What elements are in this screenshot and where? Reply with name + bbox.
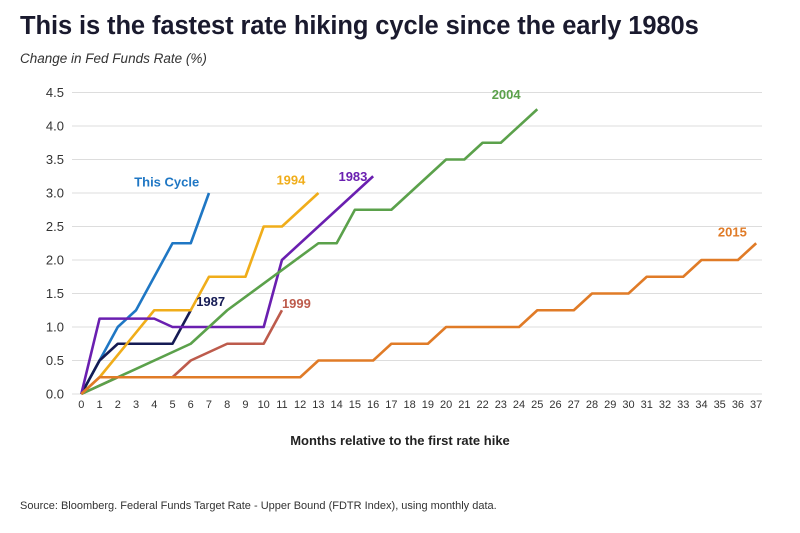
svg-text:33: 33	[677, 399, 689, 411]
svg-text:This Cycle: This Cycle	[134, 174, 199, 189]
svg-text:34: 34	[695, 399, 707, 411]
svg-text:2: 2	[115, 399, 121, 411]
svg-text:3: 3	[133, 399, 139, 411]
svg-text:2.5: 2.5	[46, 219, 64, 234]
svg-text:5: 5	[169, 399, 175, 411]
svg-text:28: 28	[586, 399, 598, 411]
svg-text:1999: 1999	[282, 296, 311, 311]
svg-text:3.5: 3.5	[46, 152, 64, 167]
svg-text:25: 25	[531, 399, 543, 411]
svg-text:1994: 1994	[276, 172, 306, 187]
svg-text:2015: 2015	[718, 225, 747, 240]
svg-text:1.5: 1.5	[46, 286, 64, 301]
svg-text:4.5: 4.5	[46, 85, 64, 100]
svg-text:7: 7	[206, 399, 212, 411]
svg-text:32: 32	[659, 399, 671, 411]
svg-text:29: 29	[604, 399, 616, 411]
svg-text:2.0: 2.0	[46, 253, 64, 268]
svg-text:1.0: 1.0	[46, 320, 64, 335]
svg-text:15: 15	[349, 399, 361, 411]
svg-text:6: 6	[188, 399, 194, 411]
svg-text:30: 30	[622, 399, 634, 411]
svg-text:1: 1	[96, 399, 102, 411]
svg-text:9: 9	[242, 399, 248, 411]
svg-text:0.0: 0.0	[46, 387, 64, 402]
svg-text:21: 21	[458, 399, 470, 411]
svg-text:24: 24	[513, 399, 525, 411]
svg-text:14: 14	[331, 399, 343, 411]
svg-text:10: 10	[258, 399, 270, 411]
svg-text:8: 8	[224, 399, 230, 411]
svg-text:36: 36	[732, 399, 744, 411]
svg-text:27: 27	[568, 399, 580, 411]
svg-text:2004: 2004	[492, 87, 522, 102]
svg-text:0: 0	[78, 399, 84, 411]
svg-text:12: 12	[294, 399, 306, 411]
svg-text:22: 22	[476, 399, 488, 411]
svg-text:4.0: 4.0	[46, 119, 64, 134]
svg-text:19: 19	[422, 399, 434, 411]
svg-text:37: 37	[750, 399, 762, 411]
svg-text:3.0: 3.0	[46, 186, 64, 201]
svg-text:1987: 1987	[196, 294, 225, 309]
svg-text:4: 4	[151, 399, 157, 411]
svg-text:23: 23	[495, 399, 507, 411]
svg-text:20: 20	[440, 399, 452, 411]
svg-text:1983: 1983	[338, 169, 367, 184]
svg-text:18: 18	[403, 399, 415, 411]
svg-text:13: 13	[312, 399, 324, 411]
svg-text:17: 17	[385, 399, 397, 411]
svg-text:31: 31	[641, 399, 653, 411]
svg-text:11: 11	[276, 399, 287, 411]
svg-text:35: 35	[714, 399, 726, 411]
svg-text:26: 26	[549, 399, 561, 411]
svg-text:0.5: 0.5	[46, 353, 64, 368]
svg-text:16: 16	[367, 399, 379, 411]
